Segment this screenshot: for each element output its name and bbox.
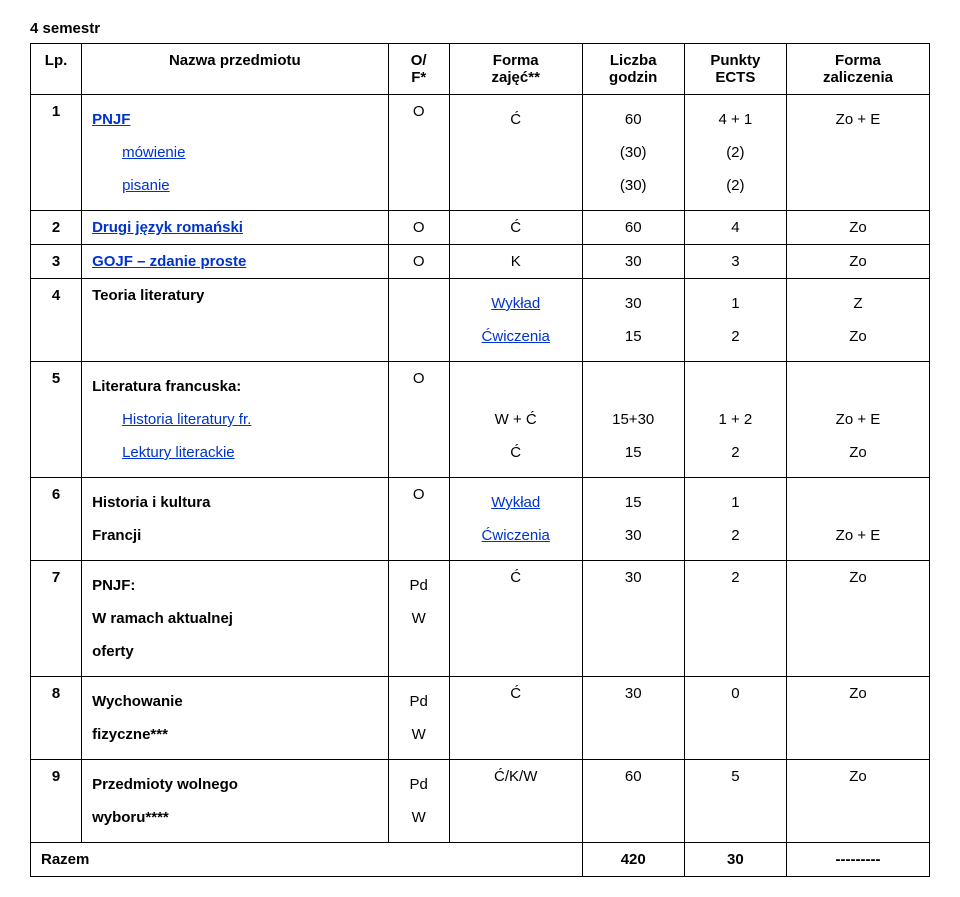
cell-name: PNJF: W ramach aktualnej oferty bbox=[82, 561, 388, 677]
table-row: 9 Przedmioty wolnego wyboru**** PdW Ć/K/… bbox=[31, 760, 930, 843]
cell-name: PNJF mówienie pisanie bbox=[82, 95, 388, 211]
cell-name: Wychowanie fizyczne*** bbox=[82, 677, 388, 760]
table-row: 1 PNJF mówienie pisanie O Ć 60(30)(30) 4… bbox=[31, 95, 930, 211]
cell-godzin: 30 bbox=[582, 561, 684, 677]
cell-name: Literatura francuska: Historia literatur… bbox=[82, 362, 388, 478]
cell-forma: Wykład Ćwiczenia bbox=[449, 478, 582, 561]
cell-ects: 0 bbox=[684, 677, 786, 760]
total-zal: --------- bbox=[786, 843, 929, 877]
cell-lp: 1 bbox=[31, 95, 82, 211]
cell-forma: Ć/K/W bbox=[449, 760, 582, 843]
cell-ects: 1 + 22 bbox=[684, 362, 786, 478]
h-godzin: Liczbagodzin bbox=[582, 44, 684, 95]
mowienie-link[interactable]: mówienie bbox=[92, 144, 185, 161]
cell-ects: 4 bbox=[684, 211, 786, 245]
table-row: 6 Historia i kultura Francji O Wykład Ćw… bbox=[31, 478, 930, 561]
wyklad-link[interactable]: Wykład bbox=[491, 494, 540, 511]
table-row: 5 Literatura francuska: Historia literat… bbox=[31, 362, 930, 478]
cell-forma: W + ĆĆ bbox=[449, 362, 582, 478]
cell-of: O bbox=[388, 211, 449, 245]
cell-name: Historia i kultura Francji bbox=[82, 478, 388, 561]
cell-lp: 2 bbox=[31, 211, 82, 245]
table-row: 8 Wychowanie fizyczne*** PdW Ć 30 0 Zo bbox=[31, 677, 930, 760]
pisanie-link[interactable]: pisanie bbox=[92, 177, 170, 194]
cell-name: Drugi język romański bbox=[82, 211, 388, 245]
curriculum-table: Lp. Nazwa przedmiotu O/F* Formazajęć** L… bbox=[30, 43, 930, 877]
wyklad-link[interactable]: Wykład bbox=[491, 295, 540, 312]
h-of: O/F* bbox=[388, 44, 449, 95]
cell-forma: Ć bbox=[449, 561, 582, 677]
gojf-link[interactable]: GOJF – zdanie proste bbox=[92, 253, 246, 270]
cell-name: Przedmioty wolnego wyboru**** bbox=[82, 760, 388, 843]
cell-godzin: 15+3015 bbox=[582, 362, 684, 478]
table-row: 2 Drugi język romański O Ć 60 4 Zo bbox=[31, 211, 930, 245]
cell-godzin: 1530 bbox=[582, 478, 684, 561]
cell-lp: 8 bbox=[31, 677, 82, 760]
cell-zal: Zo + E bbox=[786, 478, 929, 561]
table-row: 7 PNJF: W ramach aktualnej oferty PdW Ć … bbox=[31, 561, 930, 677]
semester-title: 4 semestr bbox=[30, 20, 930, 37]
cell-name: GOJF – zdanie proste bbox=[82, 245, 388, 279]
total-row: Razem 420 30 --------- bbox=[31, 843, 930, 877]
cell-lp: 4 bbox=[31, 279, 82, 362]
cell-ects: 12 bbox=[684, 279, 786, 362]
cell-lp: 7 bbox=[31, 561, 82, 677]
cell-forma: Wykład Ćwiczenia bbox=[449, 279, 582, 362]
total-godzin: 420 bbox=[582, 843, 684, 877]
h-ects: PunktyECTS bbox=[684, 44, 786, 95]
cell-ects: 2 bbox=[684, 561, 786, 677]
cell-of: O bbox=[388, 95, 449, 211]
historia-lit-link[interactable]: Historia literatury fr. bbox=[92, 411, 251, 428]
cell-ects: 3 bbox=[684, 245, 786, 279]
lektury-link[interactable]: Lektury literackie bbox=[92, 444, 235, 461]
cell-ects: 12 bbox=[684, 478, 786, 561]
cell-lp: 3 bbox=[31, 245, 82, 279]
cell-godzin: 30 bbox=[582, 677, 684, 760]
cell-of: O bbox=[388, 245, 449, 279]
table-row: 3 GOJF – zdanie proste O K 30 3 Zo bbox=[31, 245, 930, 279]
cell-zal: Zo bbox=[786, 760, 929, 843]
cell-godzin: 3015 bbox=[582, 279, 684, 362]
h-lp: Lp. bbox=[31, 44, 82, 95]
cell-zal: ZZo bbox=[786, 279, 929, 362]
cell-ects: 5 bbox=[684, 760, 786, 843]
cell-lp: 5 bbox=[31, 362, 82, 478]
cell-zal: Zo bbox=[786, 245, 929, 279]
cell-forma: K bbox=[449, 245, 582, 279]
cell-zal: Zo bbox=[786, 677, 929, 760]
header-row: Lp. Nazwa przedmiotu O/F* Formazajęć** L… bbox=[31, 44, 930, 95]
cell-godzin: 30 bbox=[582, 245, 684, 279]
cell-lp: 6 bbox=[31, 478, 82, 561]
cell-name: Teoria literatury bbox=[82, 279, 388, 362]
cwiczenia-link[interactable]: Ćwiczenia bbox=[482, 328, 550, 345]
h-name: Nazwa przedmiotu bbox=[82, 44, 388, 95]
cell-lp: 9 bbox=[31, 760, 82, 843]
h-forma: Formazajęć** bbox=[449, 44, 582, 95]
cell-of: O bbox=[388, 478, 449, 561]
cell-of: PdW bbox=[388, 561, 449, 677]
cell-of bbox=[388, 279, 449, 362]
total-label: Razem bbox=[31, 843, 583, 877]
cell-of: PdW bbox=[388, 760, 449, 843]
cwiczenia-link[interactable]: Ćwiczenia bbox=[482, 527, 550, 544]
cell-of: O bbox=[388, 362, 449, 478]
total-ects: 30 bbox=[684, 843, 786, 877]
cell-zal: Zo + E bbox=[786, 95, 929, 211]
h-zal: Formazaliczenia bbox=[786, 44, 929, 95]
cell-forma: Ć bbox=[449, 211, 582, 245]
pnjf-link[interactable]: PNJF bbox=[92, 111, 130, 128]
table-row: 4 Teoria literatury Wykład Ćwiczenia 301… bbox=[31, 279, 930, 362]
cell-godzin: 60 bbox=[582, 211, 684, 245]
cell-godzin: 60 bbox=[582, 760, 684, 843]
cell-zal: Zo + EZo bbox=[786, 362, 929, 478]
cell-zal: Zo bbox=[786, 561, 929, 677]
cell-zal: Zo bbox=[786, 211, 929, 245]
cell-forma: Ć bbox=[449, 95, 582, 211]
cell-godzin: 60(30)(30) bbox=[582, 95, 684, 211]
cell-ects: 4 + 1(2)(2) bbox=[684, 95, 786, 211]
cell-forma: Ć bbox=[449, 677, 582, 760]
drugi-jezyk-link[interactable]: Drugi język romański bbox=[92, 219, 243, 236]
cell-of: PdW bbox=[388, 677, 449, 760]
